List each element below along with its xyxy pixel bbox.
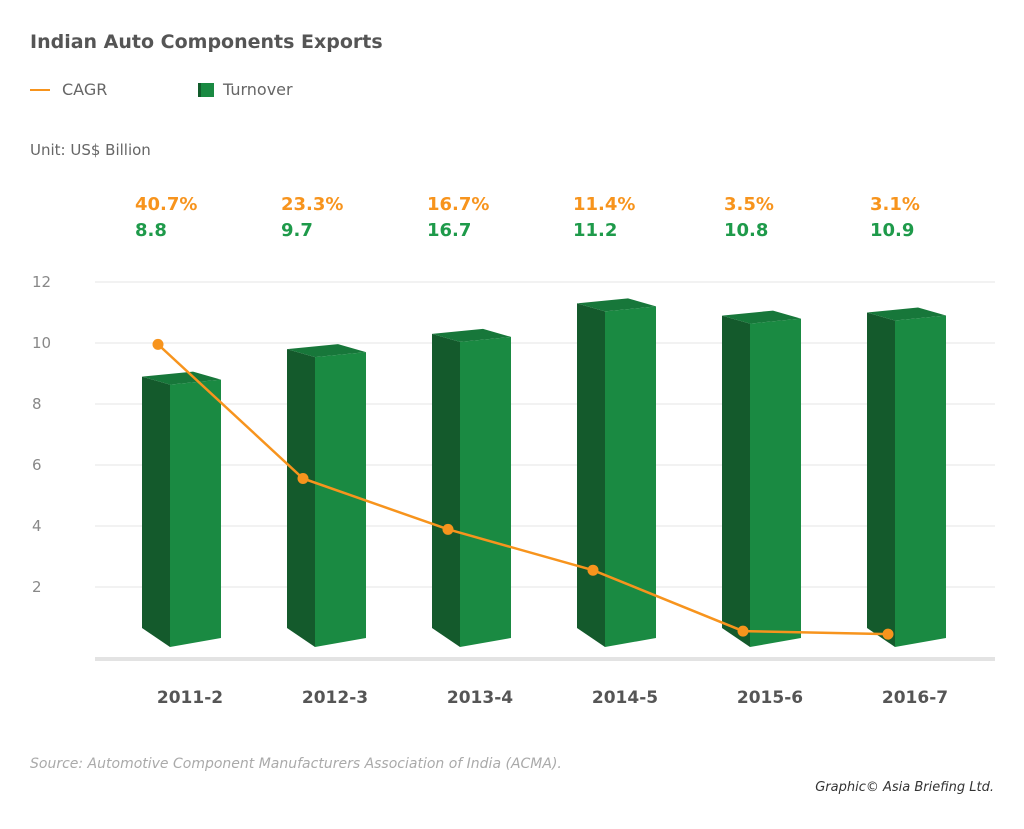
x-tick-label: 2016-7	[882, 688, 948, 708]
bar-legend-icon	[198, 82, 214, 97]
legend-item-turnover: Turnover	[198, 80, 293, 99]
credit-note: Graphic© Asia Briefing Ltd.	[815, 780, 994, 795]
x-tick-label: 2013-4	[447, 688, 513, 708]
cagr-data-label: 40.7%	[135, 194, 197, 215]
legend-item-cagr: CAGR	[30, 80, 107, 99]
bar-turnover-2015-6	[722, 310, 801, 647]
bar-turnover-2014-5	[577, 298, 656, 647]
y-tick-label: 12	[32, 273, 51, 291]
bar-top-face	[142, 371, 221, 385]
bar-side-face	[867, 312, 895, 647]
cagr-data-label: 16.7%	[427, 194, 489, 215]
turnover-data-label: 11.2	[573, 220, 617, 241]
turnover-data-label: 8.8	[135, 220, 167, 241]
bar-front-face	[315, 352, 366, 647]
legend-label: CAGR	[62, 80, 108, 99]
cagr-data-label: 11.4%	[573, 194, 635, 215]
cagr-line	[157, 343, 889, 636]
line-legend-icon	[30, 88, 50, 91]
bar-front-face	[750, 318, 801, 647]
y-tick-label: 10	[32, 334, 51, 352]
bar-turnover-2011-2	[142, 371, 221, 647]
bar-side-face	[142, 376, 170, 647]
bar-turnover-2016-7	[867, 307, 946, 647]
x-tick-label: 2011-2	[157, 688, 223, 708]
turnover-data-label: 9.7	[281, 220, 313, 241]
bar-top-face	[432, 328, 511, 342]
y-tick-label: 2	[32, 578, 42, 596]
bar-turnover-2013-4	[432, 328, 511, 647]
turnover-data-label: 10.9	[870, 220, 914, 241]
bar-side-face	[432, 333, 460, 647]
x-tick-label: 2014-5	[592, 688, 658, 708]
x-axis-baseline	[95, 657, 995, 661]
legend-label: Turnover	[223, 80, 293, 99]
cagr-point	[442, 523, 454, 535]
bar-front-face	[460, 336, 511, 647]
bar-top-face	[722, 310, 801, 324]
bar-turnover-2012-3	[287, 344, 366, 647]
source-note: Source: Automotive Component Manufacture…	[30, 756, 562, 772]
bar-top-face	[577, 298, 656, 312]
bar-front-face	[170, 379, 221, 647]
y-tick-label: 4	[32, 517, 42, 535]
y-tick-label: 8	[32, 395, 42, 413]
x-tick-label: 2012-3	[302, 688, 368, 708]
bar-front-face	[605, 306, 656, 647]
cagr-point	[737, 625, 749, 637]
cagr-point	[152, 338, 164, 350]
cagr-point	[587, 564, 599, 576]
turnover-data-label: 16.7	[427, 220, 471, 241]
turnover-data-label: 10.8	[724, 220, 768, 241]
bar-side-face	[722, 315, 750, 647]
y-tick-label: 6	[32, 456, 42, 474]
unit-label: Unit: US$ Billion	[30, 141, 151, 159]
cagr-data-label: 3.5%	[724, 194, 774, 215]
cagr-data-label: 23.3%	[281, 194, 343, 215]
bar-top-face	[287, 344, 366, 358]
x-tick-label: 2015-6	[737, 688, 803, 708]
bar-top-face	[867, 307, 946, 321]
bar-side-face	[287, 349, 315, 647]
cagr-data-label: 3.1%	[870, 194, 920, 215]
cagr-point	[882, 628, 894, 640]
bar-front-face	[895, 315, 946, 647]
bar-side-face	[577, 303, 605, 647]
cagr-point	[297, 472, 309, 484]
chart-title: Indian Auto Components Exports	[30, 31, 383, 53]
